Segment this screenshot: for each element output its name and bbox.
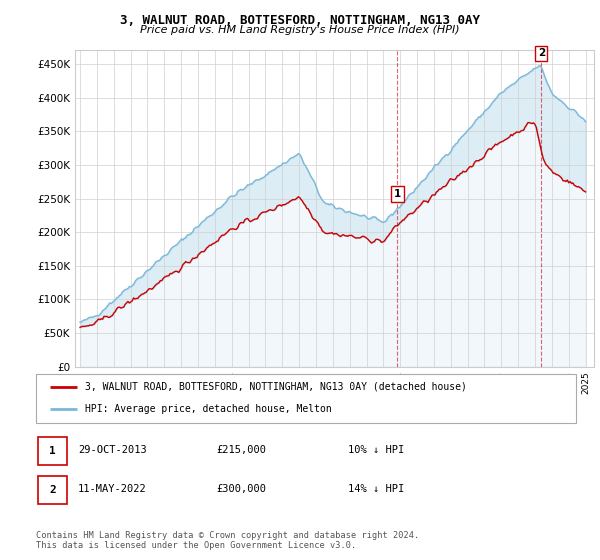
FancyBboxPatch shape (38, 437, 67, 465)
Text: 29-OCT-2013: 29-OCT-2013 (78, 445, 147, 455)
Text: Price paid vs. HM Land Registry's House Price Index (HPI): Price paid vs. HM Land Registry's House … (140, 25, 460, 35)
Text: HPI: Average price, detached house, Melton: HPI: Average price, detached house, Melt… (85, 404, 331, 414)
Text: 2: 2 (538, 48, 545, 58)
Text: 1: 1 (394, 189, 401, 199)
Text: 14% ↓ HPI: 14% ↓ HPI (348, 484, 404, 494)
Text: 10% ↓ HPI: 10% ↓ HPI (348, 445, 404, 455)
FancyBboxPatch shape (36, 374, 576, 423)
Text: £215,000: £215,000 (216, 445, 266, 455)
Text: 1: 1 (49, 446, 56, 456)
FancyBboxPatch shape (38, 477, 67, 504)
Text: Contains HM Land Registry data © Crown copyright and database right 2024.
This d: Contains HM Land Registry data © Crown c… (36, 530, 419, 550)
Text: 3, WALNUT ROAD, BOTTESFORD, NOTTINGHAM, NG13 0AY: 3, WALNUT ROAD, BOTTESFORD, NOTTINGHAM, … (120, 14, 480, 27)
Text: 2: 2 (49, 486, 56, 495)
Text: 3, WALNUT ROAD, BOTTESFORD, NOTTINGHAM, NG13 0AY (detached house): 3, WALNUT ROAD, BOTTESFORD, NOTTINGHAM, … (85, 382, 466, 392)
Text: £300,000: £300,000 (216, 484, 266, 494)
Text: 11-MAY-2022: 11-MAY-2022 (78, 484, 147, 494)
